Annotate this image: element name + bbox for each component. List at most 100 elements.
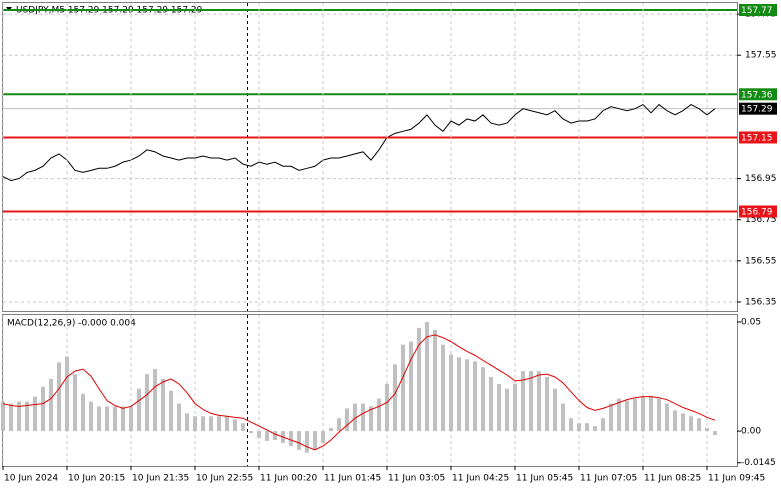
x-tick-label: 11 Jun 07:05 [580,474,637,484]
y-tick-label: 0.05 [741,317,761,327]
histogram-bar [193,416,197,432]
histogram-bar [401,344,405,432]
price-label: 156.79 [741,207,773,217]
x-tick-label: 10 Jun 22:55 [196,474,253,484]
histogram-bar [665,403,669,432]
histogram-bar [113,406,117,432]
histogram-bar [305,431,309,453]
histogram-bar [705,428,709,432]
y-tick-label: -0.0145 [741,458,776,468]
histogram-bar [537,371,541,432]
histogram-bar [497,383,501,432]
histogram-bar [81,393,85,432]
histogram-bar [369,406,373,432]
histogram-bar [673,410,677,432]
signal-line [2,334,716,451]
x-tick-label: 11 Jun 03:05 [388,474,445,484]
histogram-bar [385,383,389,432]
histogram-bar [505,388,509,432]
histogram-bar [425,321,429,432]
histogram-bar [25,401,29,432]
histogram-bar [521,371,525,432]
histogram-bar [57,362,61,432]
histogram-bar [449,354,453,432]
macd-panel [2,314,738,467]
histogram-bar [257,431,261,439]
price-line [2,103,716,182]
x-tick-label: 10 Jun 21:35 [132,474,189,484]
histogram-bar [17,401,21,432]
price-label: 157.77 [741,6,773,16]
histogram-bar [201,416,205,432]
histogram-bar [361,403,365,432]
histogram-bar [1,401,5,432]
histogram-bar [241,423,245,432]
histogram-bar [633,398,637,432]
histogram-bar [529,371,533,432]
histogram-bar [65,356,69,432]
y-tick-label: 0.00 [741,427,761,437]
histogram-bar [289,431,293,446]
price-label: 157.36 [741,90,773,100]
x-tick-label: 11 Jun 08:25 [644,474,701,484]
histogram-bar [169,390,173,432]
histogram-bar [689,416,693,432]
histogram-bar [481,367,485,432]
x-tick-label: 11 Jun 09:45 [708,474,765,484]
histogram-bar [105,406,109,432]
histogram-bar [345,408,349,432]
histogram-bar [313,431,317,450]
histogram-bar [681,413,685,432]
histogram-bar [273,431,277,441]
histogram-bar [657,398,661,432]
histogram-bar [265,431,269,441]
histogram-bar [209,416,213,432]
y-tick-label: 156.35 [745,297,777,307]
histogram-bar [97,406,101,432]
histogram-bar [297,431,301,450]
y-tick-label: 156.95 [745,174,777,184]
histogram-bar [321,431,325,443]
x-tick-label: 11 Jun 01:45 [324,474,381,484]
y-tick-label: 156.55 [745,256,777,266]
histogram-bar [137,388,141,432]
price-label-box [739,88,777,101]
histogram-bar [337,418,341,432]
histogram-bar [73,374,77,432]
histogram-bar [465,359,469,432]
histogram-bar [697,418,701,432]
histogram-bar [577,423,581,432]
histogram-bar [441,344,445,432]
histogram-bar [609,403,613,432]
histogram-bar [225,416,229,432]
histogram-bar [617,398,621,432]
x-tick-label: 11 Jun 00:20 [260,474,317,484]
histogram-bar [561,403,565,432]
x-tick-label: 10 Jun 2024 [4,474,58,484]
histogram-bar [49,378,53,432]
histogram-bar [513,383,517,432]
histogram-bar [553,388,557,432]
histogram-bar [409,341,413,432]
histogram-bar [649,395,653,432]
histogram-bar [129,406,133,432]
histogram-bar [41,386,45,432]
histogram-bar [593,426,597,432]
y-tick-label: 157.55 [745,51,777,61]
histogram-bar [249,431,253,434]
histogram-bar [233,419,237,432]
x-tick-label: 10 Jun 20:15 [68,474,125,484]
histogram-bar [33,396,37,432]
histogram-bar [377,398,381,432]
histogram-bar [329,428,333,432]
histogram-bar [217,416,221,432]
price-label: 157.15 [741,133,773,143]
histogram-bar [585,423,589,432]
indicator-title: MACD(12,26,9) -0.000 0.004 [7,319,136,329]
histogram-bar [713,431,717,436]
histogram-bar [153,369,157,432]
price-label-box [739,205,777,218]
histogram-bar [9,403,13,432]
histogram-bar [145,374,149,432]
